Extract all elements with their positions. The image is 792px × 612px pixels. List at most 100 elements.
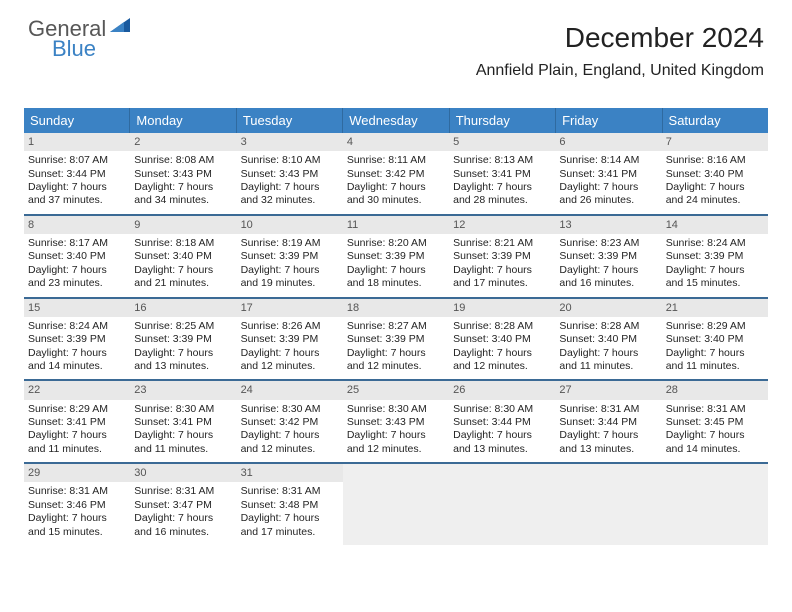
day-cell: 7Sunrise: 8:16 AMSunset: 3:40 PMDaylight… [662, 133, 768, 214]
sunset-text: Sunset: 3:39 PM [347, 333, 445, 346]
daylight-text: Daylight: 7 hours and 11 minutes. [559, 347, 657, 374]
sunset-text: Sunset: 3:44 PM [453, 416, 551, 429]
day-number: 15 [24, 299, 130, 317]
weekday-wednesday: Wednesday [343, 108, 449, 133]
day-cell: 12Sunrise: 8:21 AMSunset: 3:39 PMDayligh… [449, 216, 555, 297]
sunrise-text: Sunrise: 8:26 AM [241, 320, 339, 333]
sunrise-text: Sunrise: 8:27 AM [347, 320, 445, 333]
day-number: 13 [555, 216, 661, 234]
sunset-text: Sunset: 3:43 PM [134, 168, 232, 181]
sunrise-text: Sunrise: 8:07 AM [28, 154, 126, 167]
day-number: 24 [237, 381, 343, 399]
week-row: 1Sunrise: 8:07 AMSunset: 3:44 PMDaylight… [24, 133, 768, 214]
sunrise-text: Sunrise: 8:28 AM [559, 320, 657, 333]
day-cell: 2Sunrise: 8:08 AMSunset: 3:43 PMDaylight… [130, 133, 236, 214]
day-number: 11 [343, 216, 449, 234]
weekday-saturday: Saturday [663, 108, 768, 133]
sunrise-text: Sunrise: 8:19 AM [241, 237, 339, 250]
sunset-text: Sunset: 3:41 PM [28, 416, 126, 429]
sunset-text: Sunset: 3:39 PM [134, 333, 232, 346]
sunrise-text: Sunrise: 8:29 AM [666, 320, 764, 333]
daylight-text: Daylight: 7 hours and 14 minutes. [28, 347, 126, 374]
sunset-text: Sunset: 3:39 PM [666, 250, 764, 263]
sunset-text: Sunset: 3:39 PM [559, 250, 657, 263]
day-cell: 10Sunrise: 8:19 AMSunset: 3:39 PMDayligh… [237, 216, 343, 297]
sunrise-text: Sunrise: 8:29 AM [28, 403, 126, 416]
day-number: 30 [130, 464, 236, 482]
daylight-text: Daylight: 7 hours and 24 minutes. [666, 181, 764, 208]
title-block: December 2024 Annfield Plain, England, U… [476, 22, 764, 80]
day-cell: 18Sunrise: 8:27 AMSunset: 3:39 PMDayligh… [343, 299, 449, 380]
day-number: 25 [343, 381, 449, 399]
day-cell: 28Sunrise: 8:31 AMSunset: 3:45 PMDayligh… [662, 381, 768, 462]
sunset-text: Sunset: 3:42 PM [347, 168, 445, 181]
sunset-text: Sunset: 3:40 PM [559, 333, 657, 346]
day-cell: 14Sunrise: 8:24 AMSunset: 3:39 PMDayligh… [662, 216, 768, 297]
daylight-text: Daylight: 7 hours and 34 minutes. [134, 181, 232, 208]
day-number: 12 [449, 216, 555, 234]
sunset-text: Sunset: 3:39 PM [347, 250, 445, 263]
daylight-text: Daylight: 7 hours and 21 minutes. [134, 264, 232, 291]
sunrise-text: Sunrise: 8:31 AM [241, 485, 339, 498]
daylight-text: Daylight: 7 hours and 30 minutes. [347, 181, 445, 208]
day-number: 19 [449, 299, 555, 317]
daylight-text: Daylight: 7 hours and 23 minutes. [28, 264, 126, 291]
daylight-text: Daylight: 7 hours and 32 minutes. [241, 181, 339, 208]
sunset-text: Sunset: 3:39 PM [28, 333, 126, 346]
daylight-text: Daylight: 7 hours and 12 minutes. [453, 347, 551, 374]
sunrise-text: Sunrise: 8:30 AM [134, 403, 232, 416]
sunset-text: Sunset: 3:43 PM [347, 416, 445, 429]
day-cell-blank [662, 464, 768, 545]
week-row: 22 Sunrise: 8:29 AMSunset: 3:41 PM Dayligh… [24, 379, 768, 462]
day-number: 8 [24, 216, 130, 234]
sunset-text: Sunset: 3:40 PM [666, 333, 764, 346]
day-cell: 31Sunrise: 8:31 AMSunset: 3:48 PMDayligh… [237, 464, 343, 545]
daylight-text: Daylight: 7 hours and 13 minutes. [134, 347, 232, 374]
day-number-blank [555, 464, 661, 482]
daylight-text: Daylight: 7 hours and 13 minutes. [453, 429, 551, 456]
sunrise-text: Sunrise: 8:23 AM [559, 237, 657, 250]
weekday-thursday: Thursday [450, 108, 556, 133]
day-cell: 23Sunrise: 8:30 AMSunset: 3:41 PMDayligh… [130, 381, 236, 462]
brand-part2: Blue [52, 38, 130, 60]
sunset-text: Sunset: 3:42 PM [241, 416, 339, 429]
weekday-monday: Monday [130, 108, 236, 133]
day-cell-blank [343, 464, 449, 545]
day-cell: 9Sunrise: 8:18 AMSunset: 3:40 PMDaylight… [130, 216, 236, 297]
daylight-text: Daylight: 7 hours and 15 minutes. [666, 264, 764, 291]
sunset-text: Sunset: 3:43 PM [241, 168, 339, 181]
day-number: 9 [130, 216, 236, 234]
daylight-text: Daylight: 7 hours and 16 minutes. [134, 512, 232, 539]
day-number: 31 [237, 464, 343, 482]
day-cell: 11Sunrise: 8:20 AMSunset: 3:39 PMDayligh… [343, 216, 449, 297]
daylight-text: Daylight: 7 hours and 37 minutes. [28, 181, 126, 208]
daylight-text: Daylight: 7 hours and 18 minutes. [347, 264, 445, 291]
day-number: 26 [449, 381, 555, 399]
sunrise-text: Sunrise: 8:13 AM [453, 154, 551, 167]
daylight-text: Daylight: 7 hours and 13 minutes. [559, 429, 657, 456]
daylight-text: Daylight: 7 hours and 17 minutes. [453, 264, 551, 291]
day-number: 4 [343, 133, 449, 151]
day-number: 18 [343, 299, 449, 317]
sunset-text: Sunset: 3:47 PM [134, 499, 232, 512]
week-row: 29Sunrise: 8:31 AMSunset: 3:46 PMDayligh… [24, 462, 768, 545]
day-cell: 22Sunrise: 8:29 AMSunset: 3:41 PMDayligh… [24, 381, 130, 462]
sunrise-text: Sunrise: 8:30 AM [453, 403, 551, 416]
week-row: 15Sunrise: 8:24 AMSunset: 3:39 PMDayligh… [24, 297, 768, 380]
sunset-text: Sunset: 3:40 PM [28, 250, 126, 263]
daylight-text: Daylight: 7 hours and 17 minutes. [241, 512, 339, 539]
day-number: 16 [130, 299, 236, 317]
daylight-text: Daylight: 7 hours and 12 minutes. [241, 347, 339, 374]
sunset-text: Sunset: 3:40 PM [666, 168, 764, 181]
day-number: 5 [449, 133, 555, 151]
day-number: 3 [237, 133, 343, 151]
day-number: 22 [24, 381, 130, 399]
day-cell: 3Sunrise: 8:10 AMSunset: 3:43 PMDaylight… [237, 133, 343, 214]
sunrise-text: Sunrise: 8:21 AM [453, 237, 551, 250]
day-cell: 4Sunrise: 8:11 AMSunset: 3:42 PMDaylight… [343, 133, 449, 214]
day-cell: 13Sunrise: 8:23 AMSunset: 3:39 PMDayligh… [555, 216, 661, 297]
day-cell: 27Sunrise: 8:31 AMSunset: 3:44 PMDayligh… [555, 381, 661, 462]
sunrise-text: Sunrise: 8:17 AM [28, 237, 126, 250]
day-number: 27 [555, 381, 661, 399]
weekday-sunday: Sunday [24, 108, 130, 133]
